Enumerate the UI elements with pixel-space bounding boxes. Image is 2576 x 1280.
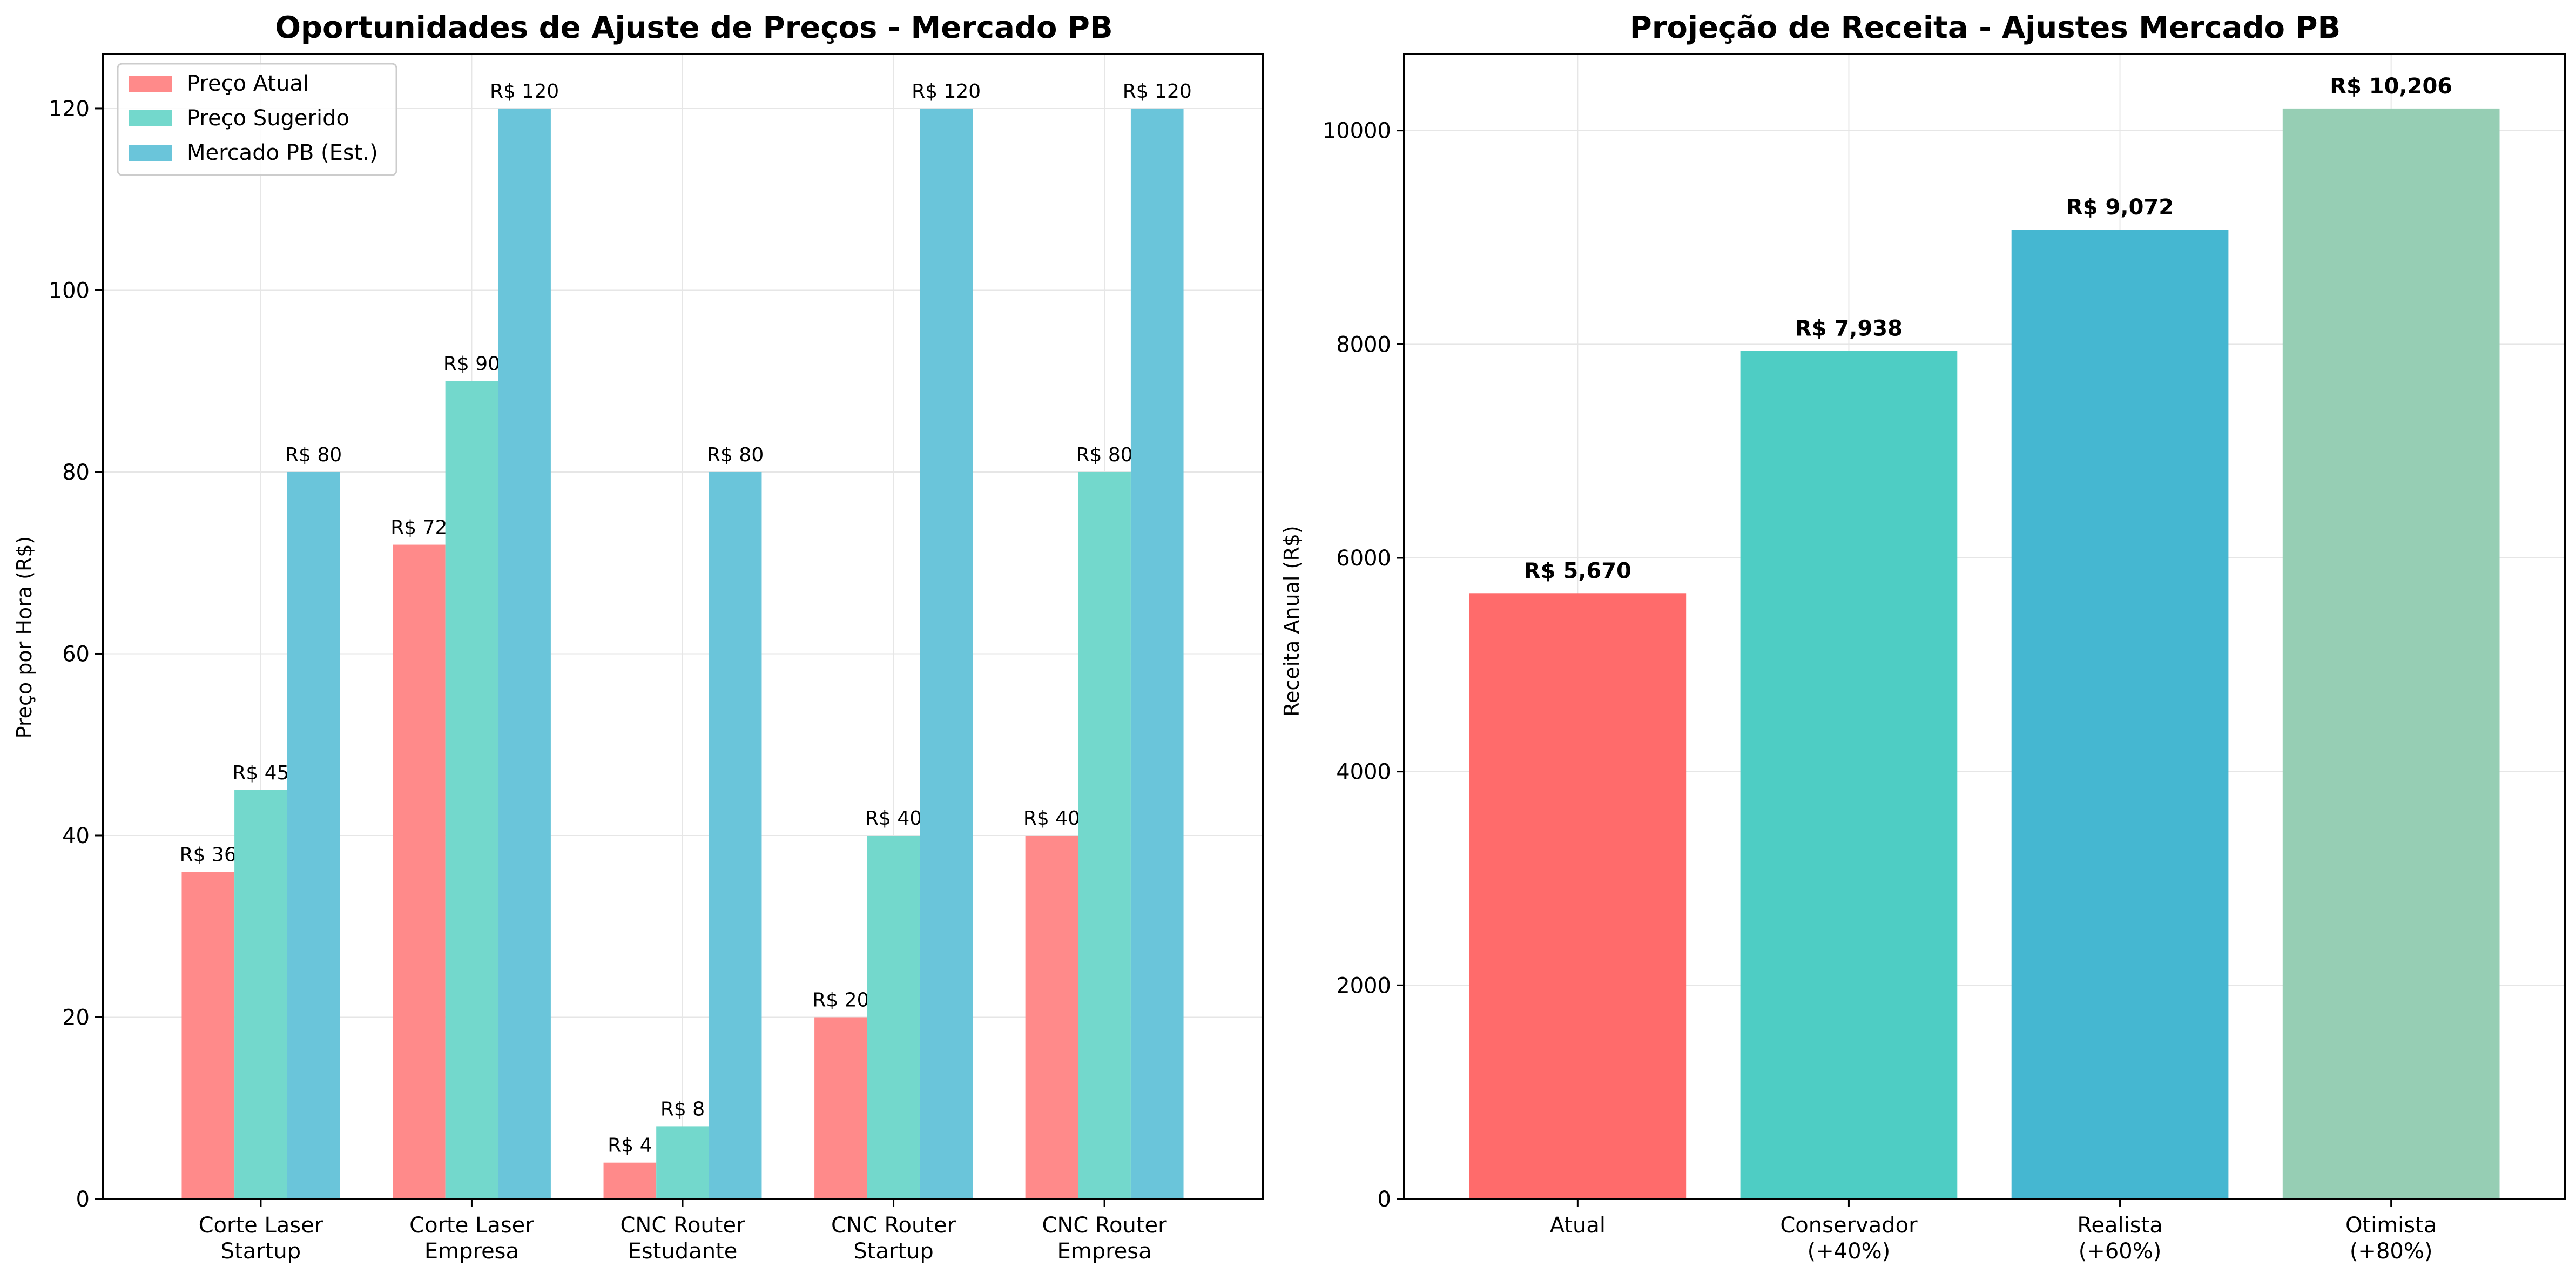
revenue-bar [2011, 230, 2229, 1200]
right-y-tick-label: 8000 [1336, 332, 1391, 357]
price-bar-value-label: R$ 40 [865, 807, 922, 830]
revenue-bar [1740, 351, 1958, 1199]
right-x-tick-label: (+80%) [2350, 1239, 2433, 1264]
price-chart: Oportunidades de Ajuste de Preços - Merc… [12, 10, 1264, 1264]
left-x-tick-label: CNC Router [620, 1213, 745, 1238]
right-y-tick-label: 4000 [1336, 760, 1391, 785]
revenue-chart-x-axis: Atual Conservador(+40%) Realista(+60%) Otim… [1550, 1199, 2437, 1264]
left-x-tick-label: Empresa [1057, 1239, 1152, 1264]
price-bar-value-label: R$ 80 [285, 444, 342, 466]
legend-label: Preço Sugerido [187, 106, 349, 131]
price-bar-value-label: R$ 120 [1123, 80, 1192, 103]
price-bar-series-2 [287, 471, 340, 1199]
right-x-tick-label: Realista [2077, 1213, 2162, 1238]
price-bar-value-label: R$ 36 [180, 844, 237, 866]
price-bar-series-1 [1078, 471, 1131, 1199]
left-x-tick-label: CNC Router [831, 1213, 956, 1238]
right-x-tick-label: Conservador [1780, 1213, 1918, 1238]
price-bar-series-2 [920, 108, 973, 1199]
price-chart-frame [102, 53, 1264, 1200]
price-bar-value-label: R$ 20 [812, 989, 869, 1011]
left-x-tick-label: Startup [221, 1239, 301, 1264]
price-bar-series-0 [181, 872, 235, 1199]
right-y-tick-label: 2000 [1336, 973, 1391, 998]
price-bar-value-label: R$ 8 [660, 1098, 705, 1120]
price-bar-value-label: R$ 72 [390, 517, 447, 539]
right-y-tick-label: 10000 [1323, 119, 1391, 144]
left-y-tick-label: 80 [62, 460, 90, 485]
price-chart-title: Oportunidades de Ajuste de Preços - Merc… [275, 10, 1112, 45]
revenue-bar-value-label: R$ 5,670 [1524, 558, 1631, 583]
price-bar-value-label: R$ 45 [232, 762, 289, 784]
revenue-bar-value-label: R$ 7,938 [1795, 316, 1903, 341]
price-chart-bars: R$ 36 R$ 72 R$ 4 R$ 20 R$ 40 R$ 45 R$ 90 R$ 8 R$… [180, 80, 1192, 1199]
price-bar-value-label: R$ 80 [707, 444, 764, 466]
price-bar-value-label: R$ 40 [1023, 807, 1080, 830]
price-bar-value-label: R$ 4 [608, 1135, 652, 1157]
price-bar-series-0 [814, 1017, 867, 1199]
revenue-chart-y-axis-label: Receita Anual (R$) [1280, 526, 1304, 717]
price-bar-value-label: R$ 120 [490, 80, 559, 103]
revenue-chart-bars: R$ 5,670 R$ 7,938 R$ 9,072 R$ 10,206 [1469, 74, 2500, 1200]
price-bar-value-label: R$ 90 [443, 353, 500, 375]
revenue-chart-title: Projeção de Receita - Ajustes Mercado PB [1630, 10, 2341, 45]
left-y-tick-label: 20 [62, 1005, 90, 1030]
price-bar-series-2 [709, 471, 762, 1199]
left-x-tick-label: Startup [853, 1239, 933, 1264]
price-chart-y-axis-label: Preço por Hora (R$) [12, 536, 36, 739]
revenue-chart-y-axis: 0 2000 4000 6000 8000 10000 [1323, 119, 1404, 1212]
revenue-bar-value-label: R$ 9,072 [2066, 195, 2174, 220]
price-bar-value-label: R$ 80 [1076, 444, 1133, 466]
right-x-tick-label: (+60%) [2079, 1239, 2162, 1264]
left-x-tick-label: Corte Laser [199, 1213, 323, 1238]
legend-swatch [129, 76, 172, 92]
price-chart-legend: Preço Atual Preço Sugerido Mercado PB (Est… [117, 63, 397, 176]
left-y-tick-label: 60 [62, 642, 90, 666]
legend-swatch [129, 110, 172, 126]
revenue-chart-frame [1403, 53, 2566, 1200]
right-x-tick-label: (+40%) [1808, 1239, 1891, 1264]
price-bar-series-1 [445, 381, 498, 1199]
left-x-tick-label: Empresa [424, 1239, 519, 1264]
right-x-tick-label: Otimista [2345, 1213, 2437, 1238]
revenue-bar [1469, 593, 1687, 1199]
right-y-tick-label: 0 [1378, 1187, 1391, 1212]
revenue-bar [2282, 108, 2500, 1199]
left-y-tick-label: 100 [49, 278, 90, 303]
price-bar-value-label: R$ 120 [912, 80, 981, 103]
left-x-tick-label: CNC Router [1042, 1213, 1168, 1238]
left-x-tick-label: Estudante [628, 1239, 738, 1264]
price-bar-series-1 [234, 790, 287, 1199]
left-y-tick-label: 40 [62, 824, 90, 848]
left-y-tick-label: 120 [49, 97, 90, 122]
revenue-bar-value-label: R$ 10,206 [2330, 74, 2452, 99]
left-y-tick-label: 0 [76, 1187, 90, 1212]
price-bar-series-0 [603, 1162, 657, 1199]
price-bar-series-2 [498, 108, 551, 1199]
price-bar-series-0 [393, 544, 446, 1199]
price-bar-series-2 [1130, 108, 1184, 1199]
legend-label: Mercado PB (Est.) [187, 140, 378, 165]
right-y-tick-label: 6000 [1336, 546, 1391, 571]
price-bar-series-1 [656, 1126, 709, 1199]
legend-box [117, 63, 397, 176]
left-x-tick-label: Corte Laser [409, 1213, 534, 1238]
legend-swatch [129, 145, 172, 161]
right-x-tick-label: Atual [1550, 1213, 1606, 1238]
price-chart-y-axis: 0 20 40 60 80 100 120 [49, 97, 103, 1212]
legend-label: Preço Atual [187, 71, 309, 96]
price-bar-series-0 [1025, 835, 1078, 1199]
revenue-chart: Projeção de Receita - Ajustes Mercado PB… [1280, 10, 2566, 1264]
price-bar-series-1 [867, 835, 920, 1199]
